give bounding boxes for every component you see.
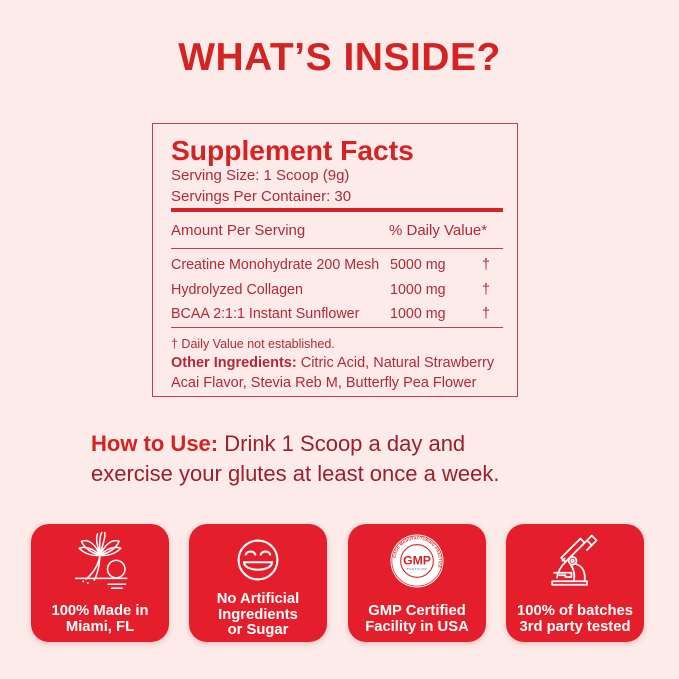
svg-text:CERTIFIED: CERTIFIED — [407, 567, 427, 571]
svg-text:GMP: GMP — [403, 554, 431, 568]
